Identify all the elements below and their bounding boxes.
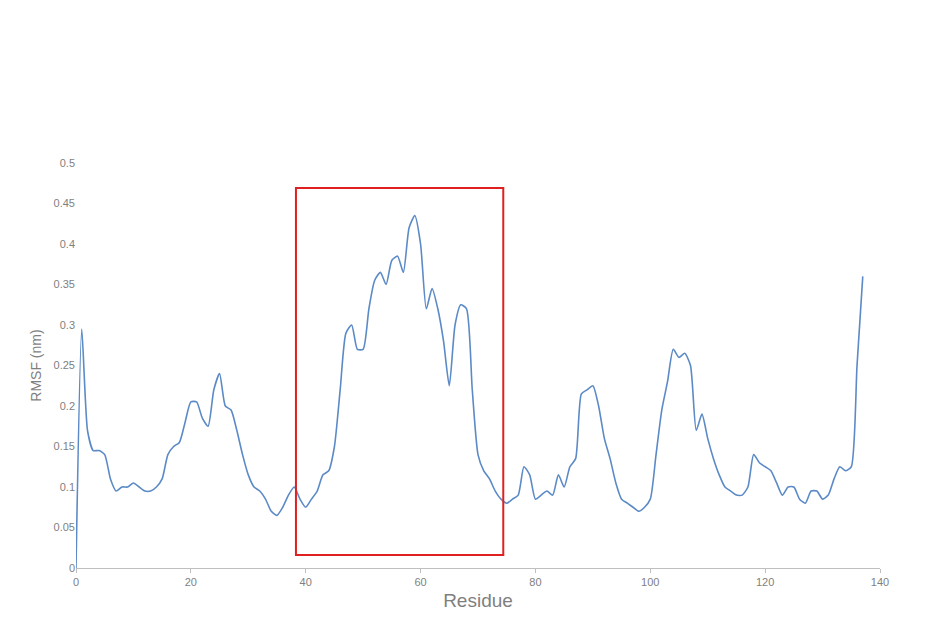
svg-text:100: 100 [641, 576, 659, 588]
svg-text:0.35: 0.35 [54, 278, 75, 290]
svg-text:RMSF (nm): RMSF (nm) [28, 329, 44, 401]
svg-text:0.15: 0.15 [54, 440, 75, 452]
svg-text:0.25: 0.25 [54, 359, 75, 371]
svg-text:120: 120 [756, 576, 774, 588]
svg-text:0.05: 0.05 [54, 521, 75, 533]
svg-text:80: 80 [529, 576, 541, 588]
svg-text:0.5: 0.5 [60, 157, 75, 169]
svg-text:0: 0 [69, 562, 75, 574]
svg-text:0.45: 0.45 [54, 197, 75, 209]
svg-text:0.2: 0.2 [60, 400, 75, 412]
svg-text:20: 20 [185, 576, 197, 588]
svg-text:0: 0 [73, 576, 79, 588]
svg-text:Residue: Residue [443, 590, 513, 611]
svg-text:0.3: 0.3 [60, 319, 75, 331]
svg-text:0.1: 0.1 [60, 481, 75, 493]
svg-text:0.4: 0.4 [60, 238, 75, 250]
svg-text:60: 60 [414, 576, 426, 588]
svg-text:40: 40 [300, 576, 312, 588]
svg-text:140: 140 [871, 576, 889, 588]
